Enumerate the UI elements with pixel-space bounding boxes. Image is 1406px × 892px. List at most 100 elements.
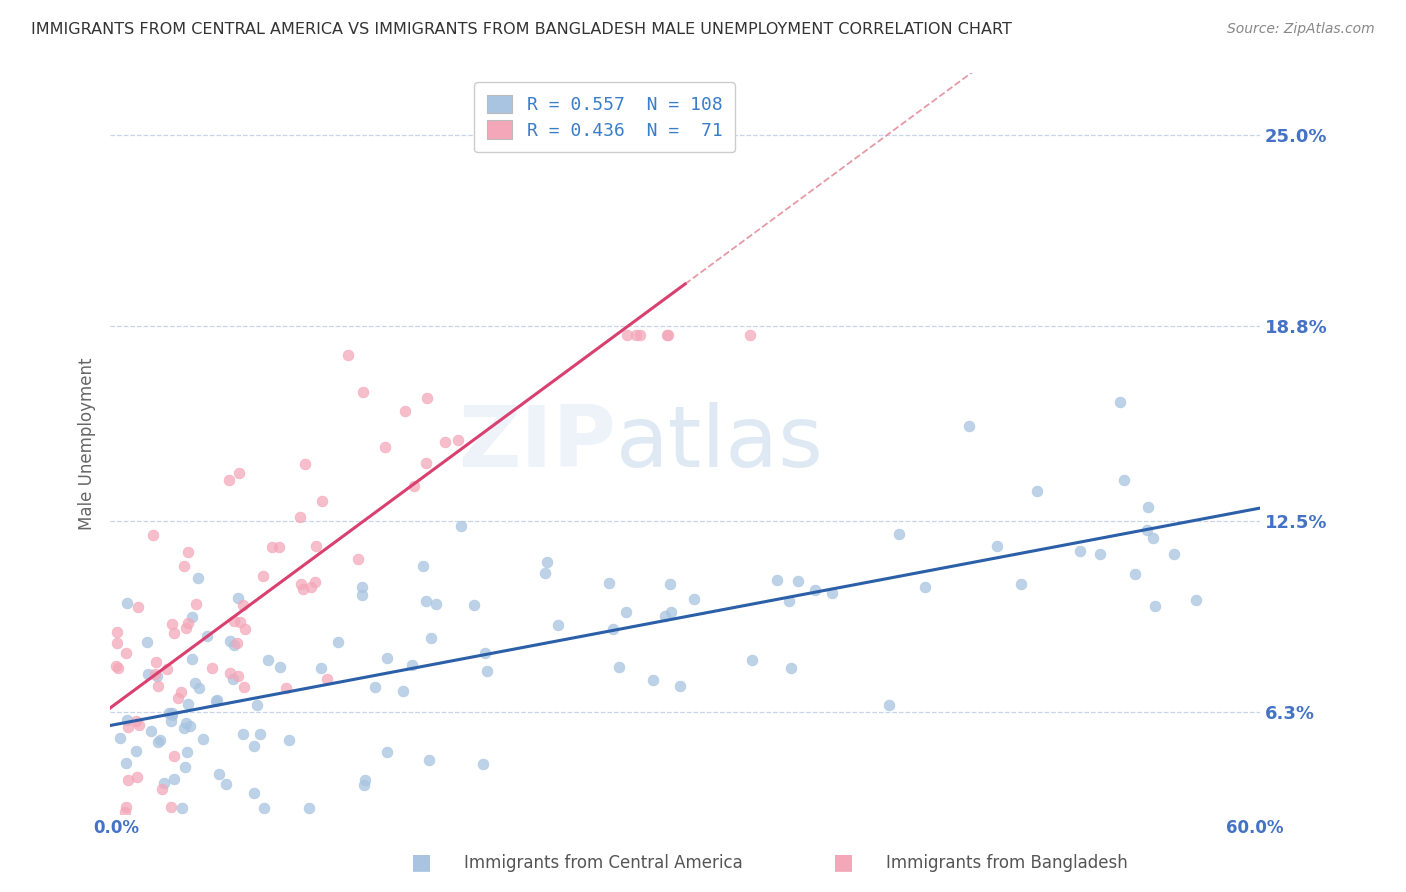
- Point: [375, 745, 398, 759]
- Point: [187, 571, 209, 585]
- Point: [243, 739, 266, 753]
- Text: atlas: atlas: [616, 402, 824, 485]
- Point: [624, 328, 647, 343]
- Point: [224, 615, 246, 629]
- Point: [115, 646, 138, 660]
- Point: [877, 698, 900, 712]
- Point: [277, 733, 299, 747]
- Point: [163, 626, 186, 640]
- Point: [477, 664, 499, 678]
- Point: [547, 618, 569, 632]
- Point: [218, 473, 240, 487]
- Point: [914, 580, 936, 594]
- Text: ZIP: ZIP: [458, 402, 616, 485]
- Point: [141, 822, 163, 836]
- Point: [1010, 577, 1032, 591]
- Point: [177, 697, 200, 711]
- Point: [136, 634, 159, 648]
- Point: [226, 591, 249, 606]
- Point: [1163, 547, 1185, 561]
- Point: [160, 714, 183, 728]
- Point: [364, 680, 387, 694]
- Point: [352, 588, 374, 602]
- Point: [108, 731, 131, 746]
- Point: [471, 756, 494, 771]
- Point: [139, 723, 162, 738]
- Point: [607, 660, 630, 674]
- Text: IMMIGRANTS FROM CENTRAL AMERICA VS IMMIGRANTS FROM BANGLADESH MALE UNEMPLOYMENT : IMMIGRANTS FROM CENTRAL AMERICA VS IMMIG…: [31, 22, 1012, 37]
- Point: [1112, 474, 1135, 488]
- Point: [228, 467, 250, 481]
- Point: [598, 576, 620, 591]
- Point: [117, 720, 139, 734]
- Point: [316, 672, 339, 686]
- Point: [1123, 567, 1146, 582]
- Point: [160, 616, 183, 631]
- Point: [174, 621, 197, 635]
- Point: [1137, 500, 1160, 514]
- Point: [766, 573, 789, 587]
- Text: Immigrants from Central America: Immigrants from Central America: [464, 855, 742, 872]
- Point: [191, 732, 214, 747]
- Point: [127, 770, 149, 784]
- Point: [226, 669, 249, 683]
- Point: [292, 582, 315, 596]
- Point: [142, 528, 165, 542]
- Point: [232, 727, 254, 741]
- Point: [172, 801, 194, 815]
- Point: [1109, 394, 1132, 409]
- Point: [288, 510, 311, 524]
- Point: [1144, 599, 1167, 613]
- Point: [779, 661, 801, 675]
- Point: [128, 718, 150, 732]
- Point: [169, 685, 191, 699]
- Point: [659, 605, 682, 619]
- Point: [166, 690, 188, 705]
- Point: [176, 616, 198, 631]
- Point: [215, 777, 238, 791]
- Point: [188, 681, 211, 696]
- Point: [162, 708, 184, 723]
- Point: [152, 776, 174, 790]
- Point: [654, 609, 676, 624]
- Point: [374, 440, 396, 454]
- Point: [447, 433, 470, 447]
- Point: [641, 673, 664, 687]
- Point: [146, 679, 169, 693]
- Point: [145, 656, 167, 670]
- Point: [163, 772, 186, 786]
- Point: [375, 651, 398, 665]
- Point: [253, 801, 276, 815]
- Point: [352, 384, 374, 399]
- Point: [204, 694, 226, 708]
- Point: [1026, 484, 1049, 499]
- Point: [628, 328, 651, 343]
- Point: [201, 661, 224, 675]
- Point: [260, 540, 283, 554]
- Point: [181, 610, 204, 624]
- Point: [350, 580, 373, 594]
- Point: [218, 634, 240, 648]
- Point: [173, 759, 195, 773]
- Point: [229, 615, 252, 629]
- Point: [534, 566, 557, 581]
- Point: [173, 721, 195, 735]
- Point: [115, 756, 138, 770]
- Point: [174, 716, 197, 731]
- Point: [177, 545, 200, 559]
- Point: [224, 638, 246, 652]
- Point: [463, 598, 485, 612]
- Point: [353, 778, 375, 792]
- Point: [221, 673, 243, 687]
- Text: Source: ZipAtlas.com: Source: ZipAtlas.com: [1227, 22, 1375, 37]
- Point: [127, 600, 149, 615]
- Point: [226, 635, 249, 649]
- Point: [117, 714, 139, 728]
- Point: [420, 631, 443, 645]
- Point: [391, 684, 413, 698]
- Point: [336, 348, 359, 362]
- Point: [741, 653, 763, 667]
- Text: ■: ■: [412, 853, 432, 872]
- Point: [208, 767, 231, 781]
- Point: [117, 773, 139, 788]
